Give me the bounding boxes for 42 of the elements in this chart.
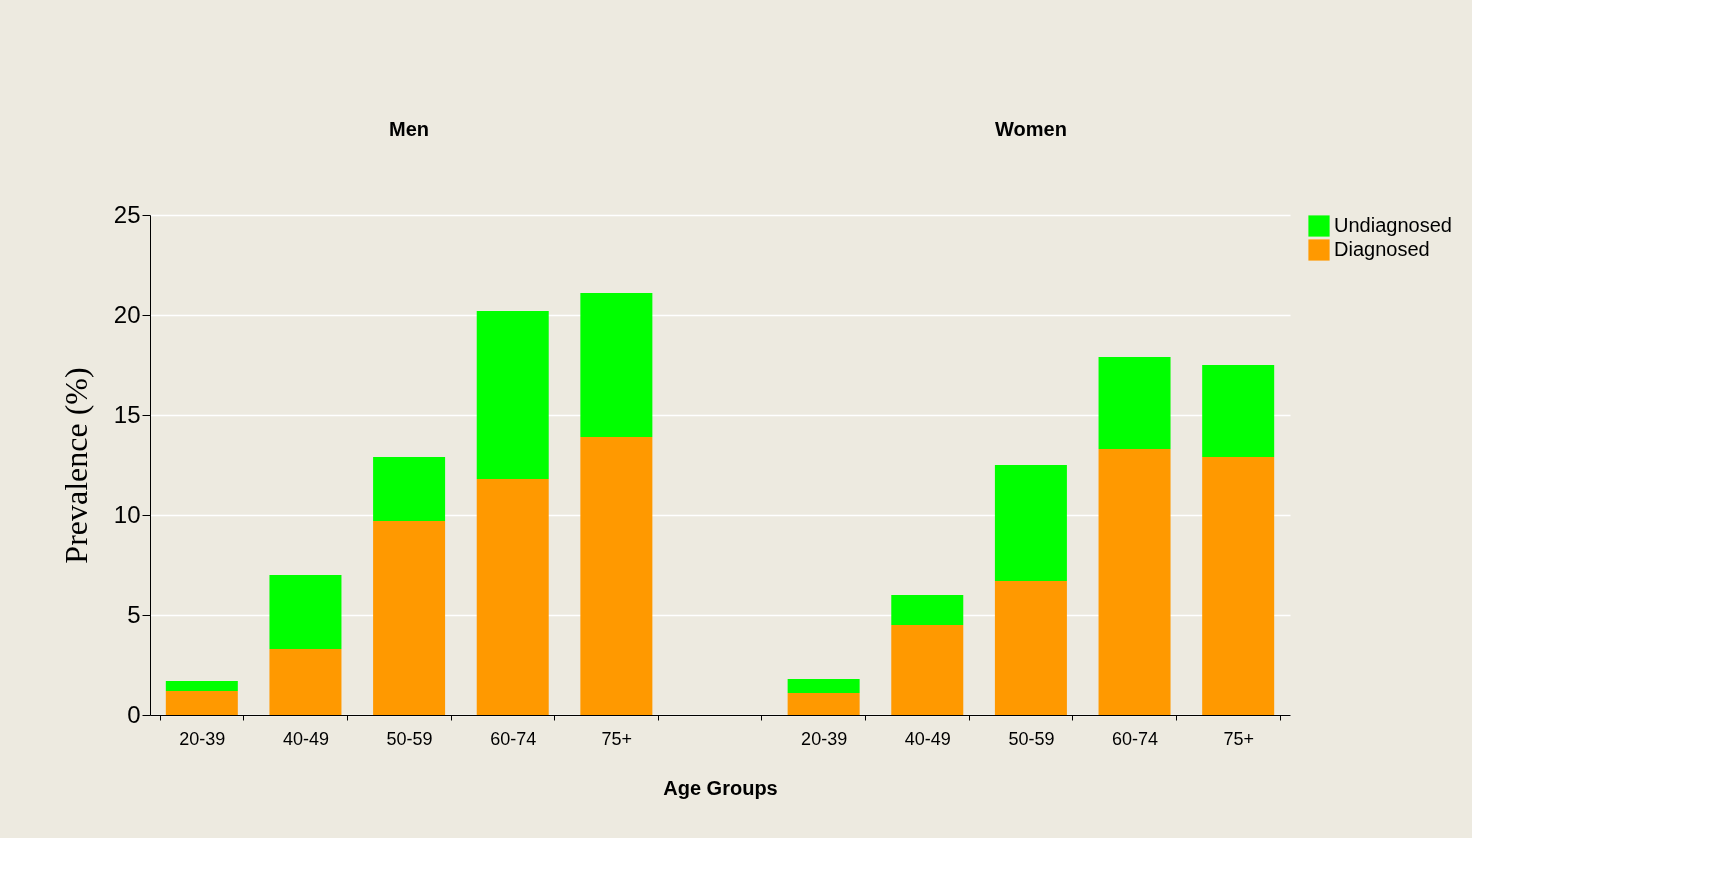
bar xyxy=(787,693,860,715)
bar xyxy=(787,679,860,693)
bar xyxy=(1098,449,1171,715)
text: Women xyxy=(994,118,1067,140)
bar xyxy=(1202,365,1275,457)
bar xyxy=(891,625,964,715)
y-tick-label: 15 xyxy=(113,400,141,428)
x-tick-label: 40-49 xyxy=(282,728,329,749)
y-tick-label: 20 xyxy=(113,300,141,328)
legend-label: Undiagnosed xyxy=(1334,214,1452,236)
y-tick-label: 10 xyxy=(113,500,141,528)
bar xyxy=(994,465,1067,581)
x-tick-label: 20-39 xyxy=(179,728,226,749)
x-tick-label: 60-74 xyxy=(1112,728,1159,749)
bar xyxy=(580,293,653,437)
bar xyxy=(994,581,1067,715)
x-tick-label: 60-74 xyxy=(490,728,537,749)
bar xyxy=(165,691,238,715)
bar xyxy=(1202,457,1275,715)
bar xyxy=(476,311,549,479)
y-tick-label: 0 xyxy=(127,700,141,728)
bar xyxy=(373,457,446,521)
bar xyxy=(1098,357,1171,449)
x-tick-label: 40-49 xyxy=(904,728,951,749)
x-tick-label: 75+ xyxy=(1223,728,1254,749)
y-axis-title: Prevalence (%) xyxy=(57,367,94,564)
x-tick-label: 50-59 xyxy=(1008,728,1055,749)
bar xyxy=(269,575,342,649)
y-tick-label: 5 xyxy=(127,600,141,628)
text: Men xyxy=(389,118,430,140)
legend-label: Diagnosed xyxy=(1334,238,1430,260)
x-tick-label: 75+ xyxy=(601,728,633,749)
x-tick-label: 20-39 xyxy=(801,728,848,749)
y-tick-label: 25 xyxy=(113,200,141,228)
bar xyxy=(269,649,342,715)
x-axis-title: Age Groups xyxy=(663,776,778,799)
bar xyxy=(580,437,653,715)
x-tick-label: 50-59 xyxy=(386,728,433,749)
bar xyxy=(891,595,964,625)
bar xyxy=(476,479,549,715)
bar xyxy=(165,681,238,691)
bar xyxy=(373,521,446,715)
